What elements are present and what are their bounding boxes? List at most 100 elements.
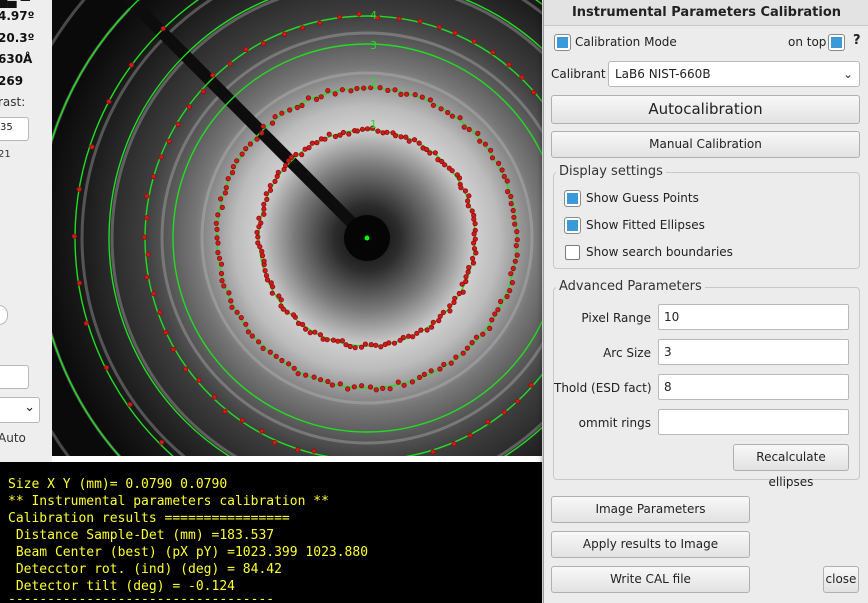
calibrant-select[interactable]: LaB6 NIST-660B ⌄ — [608, 61, 860, 87]
small-value: 21 — [0, 149, 11, 160]
apply-results-button[interactable]: Apply results to Image — [551, 531, 750, 558]
guess-point — [373, 387, 379, 393]
guess-point — [430, 449, 436, 455]
guess-point — [229, 170, 236, 176]
diffraction-ring — [237, 108, 497, 368]
guess-point — [261, 258, 267, 264]
guess-point — [382, 341, 388, 347]
guess-point — [368, 341, 374, 348]
guess-point — [400, 334, 406, 341]
ommit-rings-label: ommit rings — [578, 416, 651, 430]
window-title[interactable]: Instrumental Parameters Calibration — [544, 0, 868, 26]
info-value-0: █▄ ▀ — [0, 0, 30, 8]
guess-point — [325, 378, 331, 385]
guess-point — [512, 221, 518, 227]
guess-point — [475, 130, 481, 136]
guess-point — [487, 147, 494, 153]
guess-point — [403, 134, 409, 140]
left-dropdown[interactable]: ⌄ — [0, 397, 40, 423]
faint-rings — [52, 0, 542, 456]
guess-point — [412, 92, 418, 98]
guess-point — [414, 330, 420, 336]
guess-point — [314, 140, 320, 146]
guess-point — [354, 85, 360, 92]
guess-point — [504, 293, 510, 300]
guess-point — [163, 329, 169, 336]
guess-point — [272, 178, 278, 184]
info-value-3: 630Å — [0, 52, 33, 66]
guess-point — [318, 94, 324, 100]
recalculate-ellipses-button[interactable]: Recalculate ellipses — [733, 444, 849, 489]
guess-point — [226, 290, 232, 296]
guess-point — [467, 432, 473, 439]
guess-point — [398, 91, 404, 98]
guess-point — [144, 215, 150, 221]
guess-point — [254, 229, 260, 235]
guess-point — [76, 186, 82, 192]
guess-point — [322, 136, 328, 142]
guess-point — [377, 85, 383, 91]
guess-point — [159, 439, 165, 445]
diffraction-image[interactable]: 1 2 3 4 — [52, 0, 542, 456]
close-button[interactable]: close — [823, 566, 859, 593]
guess-point — [299, 152, 305, 158]
guess-point — [276, 293, 282, 299]
arc-size-input[interactable]: 3 — [658, 339, 849, 365]
display-settings-title: Display settings — [556, 164, 666, 179]
left-round-button[interactable] — [0, 305, 8, 325]
ommit-rings-input[interactable] — [658, 409, 849, 435]
guess-point — [409, 379, 415, 385]
guess-point — [211, 394, 217, 400]
help-icon[interactable]: ? — [853, 33, 861, 48]
guess-point — [477, 138, 483, 144]
guess-point — [230, 164, 236, 170]
ring-label: 3 — [370, 39, 377, 52]
guess-point — [89, 144, 95, 150]
guess-point — [311, 448, 317, 454]
guess-point — [427, 150, 433, 156]
guess-point — [317, 20, 323, 26]
calibration-mode-checkbox[interactable] — [554, 34, 571, 51]
guess-point — [452, 295, 458, 301]
show-guess-points-label: Show Guess Points — [586, 191, 699, 205]
pixel-range-input[interactable]: 10 — [658, 304, 849, 330]
guess-point — [214, 235, 220, 241]
contrast-input[interactable]: 35 — [0, 117, 29, 141]
guess-point — [264, 277, 271, 283]
manual-calibration-button[interactable]: Manual Calibration — [551, 131, 860, 158]
guess-point — [260, 345, 266, 351]
guess-point — [441, 361, 447, 368]
guess-point — [497, 298, 504, 305]
guess-point — [175, 121, 181, 128]
guess-point — [514, 398, 521, 404]
guess-point — [255, 240, 261, 246]
left-input-field[interactable] — [0, 365, 29, 389]
show-search-boundaries-checkbox[interactable] — [565, 245, 580, 260]
image-parameters-button[interactable]: Image Parameters — [551, 496, 750, 523]
thold-input[interactable]: 8 — [658, 374, 849, 400]
guess-point — [464, 345, 470, 351]
guess-point — [103, 364, 110, 371]
guess-point — [262, 267, 268, 274]
autocalibration-button[interactable]: Autocalibration — [551, 95, 860, 124]
guess-point — [259, 428, 265, 434]
guess-point — [469, 339, 475, 346]
guess-point — [470, 260, 477, 266]
diffraction-ring — [200, 71, 534, 405]
console-line: ** Instrumental parameters calibration *… — [8, 494, 329, 509]
guess-point — [239, 417, 245, 423]
show-guess-points-checkbox[interactable] — [564, 190, 581, 207]
write-cal-file-button[interactable]: Write CAL file — [551, 566, 750, 593]
guess-point — [351, 384, 357, 390]
guess-point — [359, 126, 366, 132]
guess-point — [449, 168, 455, 174]
show-fitted-ellipses-checkbox[interactable] — [564, 217, 581, 234]
on-top-checkbox[interactable] — [828, 34, 845, 51]
contrast-label: rast: — [0, 95, 26, 109]
guess-point — [441, 162, 448, 168]
guess-point — [238, 314, 244, 321]
guess-point — [419, 94, 425, 100]
console-line: Distance Sample-Det (mm) =183.537 — [8, 528, 275, 543]
guess-point — [385, 87, 391, 94]
guess-point — [335, 338, 341, 344]
